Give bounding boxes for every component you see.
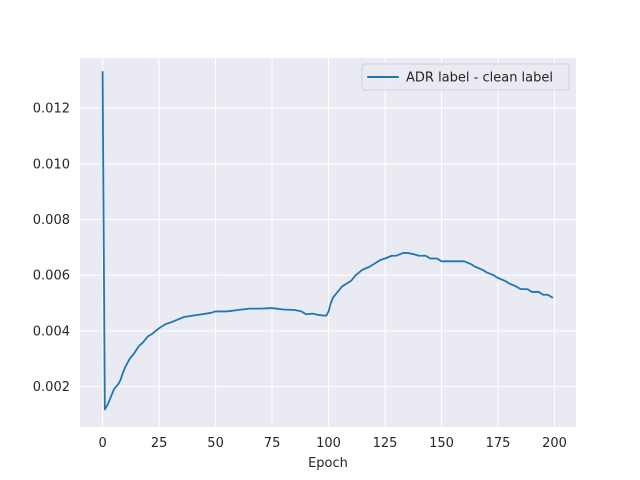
horizontal-gridlines <box>80 107 576 388</box>
x-tick-label: 200 <box>542 436 567 451</box>
y-tick-label: 0.012 <box>33 102 70 117</box>
x-tick-label: 125 <box>373 436 398 451</box>
vertical-gridlines <box>102 58 556 427</box>
y-tick-label: 0.002 <box>33 380 70 395</box>
x-tick-label: 50 <box>207 436 224 451</box>
plot-background <box>80 58 576 427</box>
series-line-0 <box>101 71 554 411</box>
y-tick-label: 0.006 <box>33 269 70 284</box>
y-tick-labels: 0.002 0.004 0.006 0.008 0.010 0.012 <box>33 102 70 395</box>
x-tick-label: 100 <box>316 436 341 451</box>
series-layer <box>101 71 554 411</box>
y-tick-label: 0.004 <box>33 324 70 339</box>
legend: ADR label - clean label <box>361 63 570 91</box>
x-axis-label: Epoch <box>308 456 348 471</box>
x-tick-label: 75 <box>264 436 281 451</box>
legend-series-label: ADR label - clean label <box>406 71 553 86</box>
x-tick-labels: 0 25 50 75 100 125 150 175 200 <box>98 436 566 451</box>
x-tick-label: 0 <box>98 436 106 451</box>
y-tick-label: 0.010 <box>33 157 70 172</box>
legend-box <box>361 63 570 91</box>
x-tick-label: 25 <box>151 436 168 451</box>
y-tick-label: 0.008 <box>33 213 70 228</box>
x-tick-label: 150 <box>429 436 454 451</box>
x-tick-label: 175 <box>486 436 511 451</box>
